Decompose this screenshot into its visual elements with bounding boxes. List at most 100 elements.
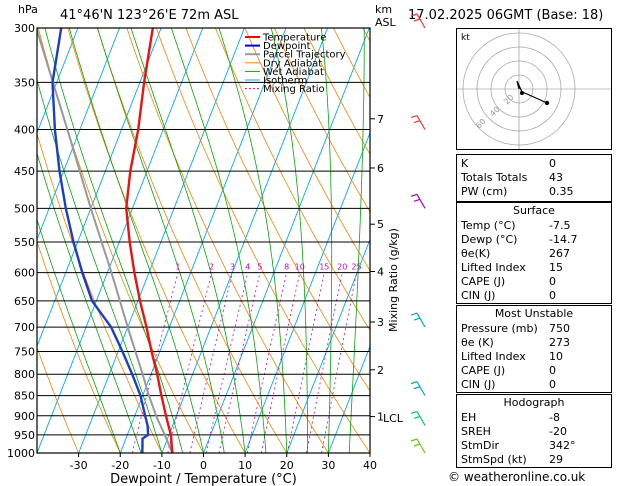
copyright-label: © weatheronline.co.uk xyxy=(448,470,586,484)
isotherm-line xyxy=(203,28,370,453)
km-tick-label: 4 xyxy=(377,266,384,279)
pressure-tick-label: 800 xyxy=(14,368,35,381)
pressure-tick-label: 700 xyxy=(14,321,35,334)
surface-row: Lifted Index 15 xyxy=(461,261,607,275)
wind-barb xyxy=(416,115,426,130)
km-tick-label: 2 xyxy=(377,364,384,377)
wet-adiabat-line xyxy=(37,78,163,453)
unstable-row: θe (K) 273 xyxy=(461,336,607,350)
unstable-label: CAPE (J) xyxy=(461,364,506,377)
k-index-value: 0 xyxy=(549,157,556,170)
pressure-tick-label: 650 xyxy=(14,295,35,308)
pw-row: PW (cm) 0.35 xyxy=(461,185,607,199)
mixing-ratio-tick-label: 4 xyxy=(245,263,250,272)
isotherm-line xyxy=(244,131,370,453)
km-tick-label: 6 xyxy=(377,162,384,175)
hodo-table-value: 29 xyxy=(549,453,563,466)
hodo-table-row: StmDir 342° xyxy=(461,439,607,453)
surface-title: Surface xyxy=(513,204,555,217)
dry-adiabat-line xyxy=(215,28,370,332)
surface-row: CAPE (J) 0 xyxy=(461,275,607,289)
unstable-value: 273 xyxy=(549,336,570,349)
mixing-ratio-tick-label: 1 xyxy=(175,263,180,272)
mixing-ratio-tick-label: 8 xyxy=(284,263,289,272)
datetime-label: 17.02.2025 06GMT (Base: 18) xyxy=(408,8,604,23)
km-tick-label: 5 xyxy=(377,218,384,231)
unstable-value: 750 xyxy=(549,322,570,335)
hodo-table-row: EH -8 xyxy=(461,411,607,425)
dewpoint-line xyxy=(51,28,150,453)
hodograph-ring-label: 40 xyxy=(488,105,502,119)
k-index-label: K xyxy=(461,157,469,170)
km-tick-label: 3 xyxy=(377,316,384,329)
unstable-label: Pressure (mb) xyxy=(461,322,538,335)
hodograph-point xyxy=(544,100,550,106)
unstable-value: 10 xyxy=(549,350,563,363)
surface-row: Dewp (°C) -14.7 xyxy=(461,233,607,247)
legend-entry-label: Temperature xyxy=(262,33,326,44)
pressure-tick-label: 400 xyxy=(14,124,35,137)
isotherm-line xyxy=(119,28,287,453)
mixing-ratio-tick-label: 3 xyxy=(230,263,235,272)
surface-panel: Surface Temp (°C) -7.5 Dewp (°C) -14.7 θe(K)… xyxy=(456,202,612,304)
pressure-tick-label: 300 xyxy=(14,22,35,35)
pressure-tick-label: 500 xyxy=(14,202,35,215)
surface-value: 0 xyxy=(549,289,556,302)
temperature-tick-label: -20 xyxy=(111,459,129,472)
surface-row: Temp (°C) -7.5 xyxy=(461,219,607,233)
wind-barb xyxy=(416,438,426,454)
wind-barb xyxy=(413,119,421,124)
unstable-value: 0 xyxy=(549,378,556,391)
pressure-tick-label: 750 xyxy=(14,345,35,358)
surface-value: -14.7 xyxy=(549,233,578,246)
unstable-label: θe (K) xyxy=(461,336,494,349)
temperature-tick-label: 0 xyxy=(200,459,207,472)
unstable-label: CIN (J) xyxy=(461,378,496,391)
location-label: 41°46'N 123°26'E 72m ASL xyxy=(60,8,239,23)
hodo-table-row: SREH -20 xyxy=(461,425,607,439)
hodograph-table-panel: Hodograph EH -8 SREH -20 StmDir 342° StmSpd (k… xyxy=(456,394,612,468)
mixing-ratio-tick-label: 5 xyxy=(257,263,262,272)
temperature-tick-label: 30 xyxy=(321,459,335,472)
wind-barb xyxy=(410,312,418,316)
dry-adiabat-line xyxy=(303,28,370,156)
temperature-tick-label: 10 xyxy=(238,459,252,472)
wind-barb xyxy=(410,438,418,442)
pressure-tick-label: 450 xyxy=(14,165,35,178)
temperature-tick-label: 20 xyxy=(280,459,294,472)
isotherm-line xyxy=(37,28,79,135)
wind-barb xyxy=(413,415,421,420)
hodograph-ring-label: 60 xyxy=(474,117,488,131)
hodo-table-value: -20 xyxy=(549,425,567,438)
unstable-value: 0 xyxy=(549,364,556,377)
mixing-ratio-tick-label: 20 xyxy=(337,263,347,272)
hodo-table-value: -8 xyxy=(549,411,560,424)
pressure-tick-label: 1000 xyxy=(7,447,35,460)
wind-barb xyxy=(416,13,426,29)
wind-barb xyxy=(410,410,418,415)
pressure-tick-label: 850 xyxy=(14,390,35,403)
dry-adiabat-line xyxy=(37,346,79,453)
plot-area: 1 2 3 4 5 8 10 15 20 25 xyxy=(37,28,370,453)
surface-row: θe(K) 267 xyxy=(461,247,607,261)
pressure-tick-label: 900 xyxy=(14,410,35,423)
unstable-row: Pressure (mb) 750 xyxy=(461,322,607,336)
mixing-ratio-line xyxy=(286,272,325,453)
unstable-label: Lifted Index xyxy=(461,350,526,363)
mixing-ratio-line xyxy=(189,272,233,453)
wet-adiabat-line xyxy=(44,28,184,453)
wind-barb xyxy=(413,18,421,22)
wind-barb xyxy=(416,381,426,396)
k-index-row: K 0 xyxy=(461,157,607,171)
legend-entry-label: Parcel Trajectory xyxy=(263,50,346,61)
surface-label: CAPE (J) xyxy=(461,275,506,288)
x-axis-label: Dewpoint / Temperature (°C) xyxy=(110,472,297,486)
mixing-ratio-tick-label: 25 xyxy=(351,263,361,272)
hodo-table-value: 342° xyxy=(549,439,576,452)
wind-barb xyxy=(410,381,418,385)
temperature-tick-label: -10 xyxy=(153,459,171,472)
surface-label: θe(K) xyxy=(461,247,491,260)
surface-label: Temp (°C) xyxy=(461,219,516,232)
